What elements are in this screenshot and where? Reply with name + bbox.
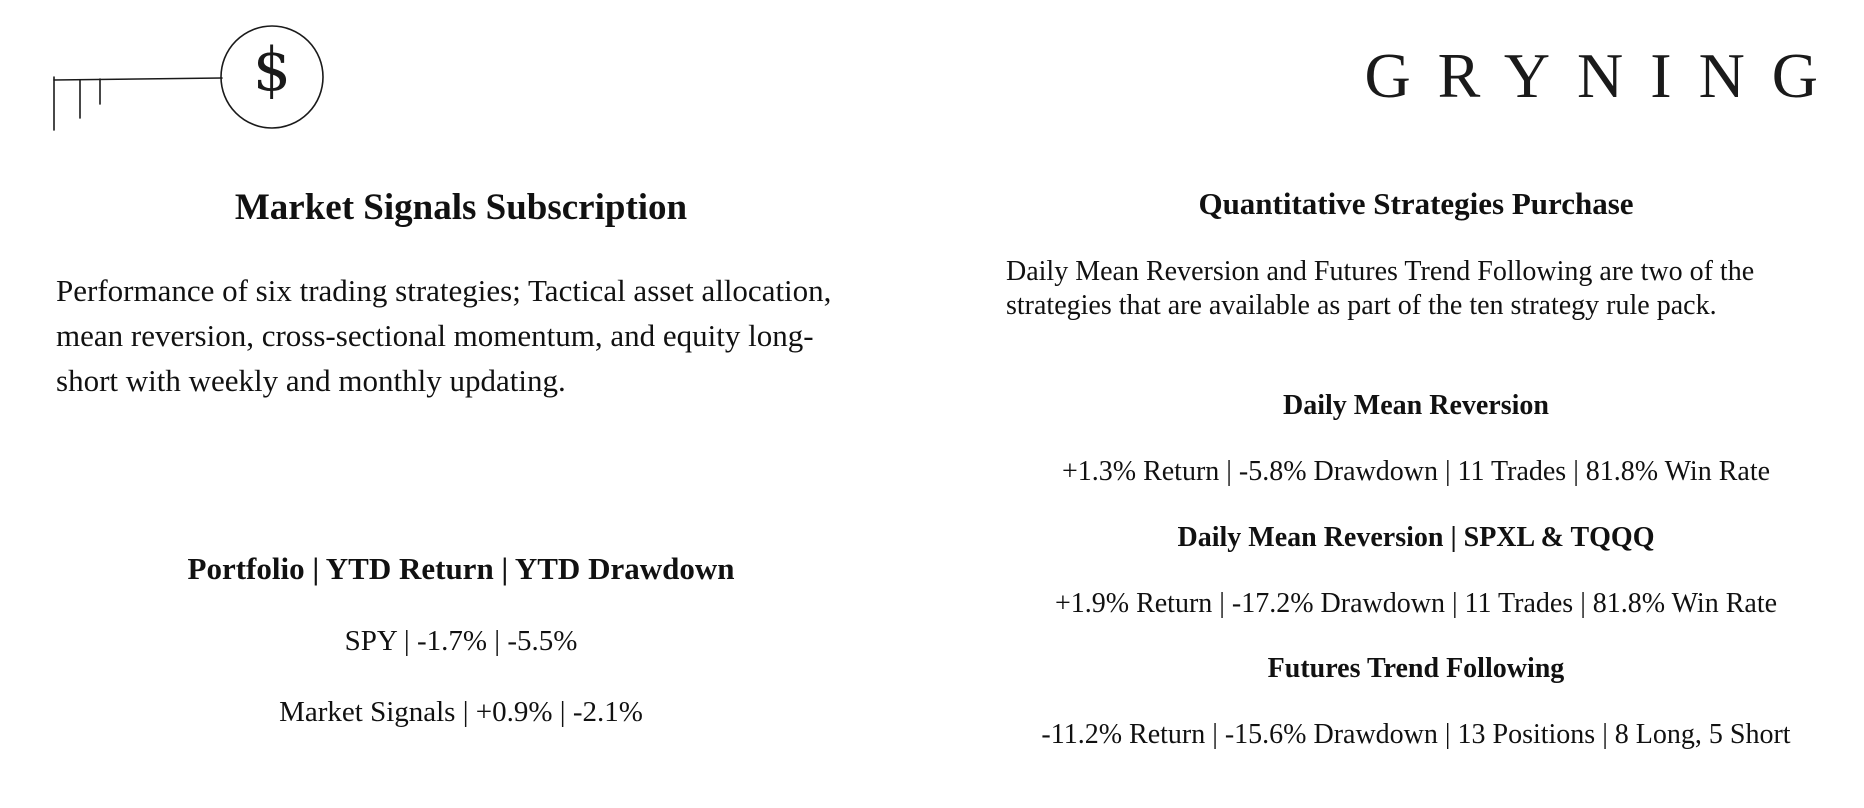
strategy-name: Futures Trend Following [1267,653,1565,684]
strategy-stats: +1.9% Return | -17.2% Drawdown | 11 Trad… [1054,588,1778,619]
strategy-stats: -11.2% Return | -15.6% Drawdown | 13 Pos… [1041,719,1791,750]
portfolio-row-market-signals: Market Signals | +0.9% | -2.1% [279,696,643,728]
quant-strategies-title: Quantitative Strategies Purchase [1198,186,1634,221]
market-signals-title: Market Signals Subscription [234,187,688,228]
portfolio-table-header: Portfolio | YTD Return | YTD Drawdown [187,551,735,586]
brand-name[interactable]: GRYNING [1364,40,1845,111]
strategy-name: Daily Mean Reversion | SPXL & TQQQ [1177,522,1655,553]
strategy-name: Daily Mean Reversion [1283,390,1549,421]
quant-strategies-description: Daily Mean Reversion and Futures Trend F… [1006,256,1755,321]
key-dollar-icon: $ [53,25,324,131]
svg-text:$: $ [253,35,291,105]
strategy-stats: +1.3% Return | -5.8% Drawdown | 11 Trade… [1061,456,1771,487]
market-signals-description: Performance of six trading strategies; T… [56,273,832,398]
logo[interactable]: $ [52,24,332,136]
portfolio-row-spy: SPY | -1.7% | -5.5% [344,625,578,657]
